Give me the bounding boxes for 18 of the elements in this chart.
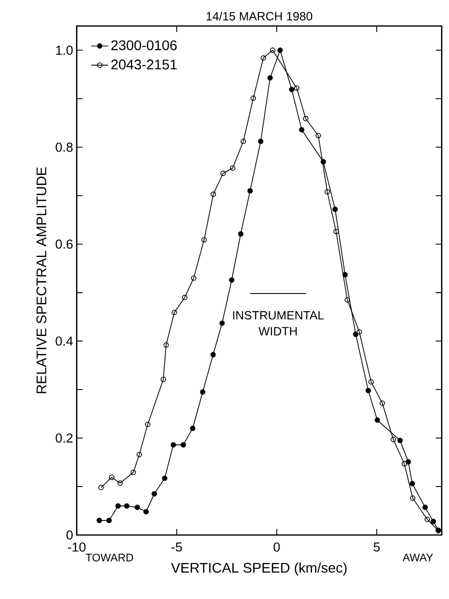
y-tick-label: 0.2 [56,433,73,443]
x-axis-title: VERTICAL SPEED (km/sec) [171,562,347,576]
y-tick-label: 0 [66,530,73,540]
y-tick-label: 0.8 [56,142,73,152]
annotation: INSTRUMENTAL WIDTH [233,311,324,336]
legend-label: 2300-0106 [111,40,177,50]
y-tick-label: 1.0 [56,46,73,55]
x-tick-label: -10 [68,542,86,552]
legend-label: 2043-2151 [111,60,177,70]
text: TOWARD [86,554,134,562]
x-tick-label: 0 [274,542,280,552]
chart-title: 14/15 MARCH 1980 [206,12,312,20]
y-tick-label: 0.6 [56,240,73,249]
x-tick-label: -5 [172,542,182,552]
y-tick-label: 0.4 [56,336,73,346]
x-tick-label: 5 [374,542,380,552]
text: AWAY [402,554,434,562]
y-axis-title: RELATIVE SPECTRAL AMPLITUDE [36,167,46,394]
